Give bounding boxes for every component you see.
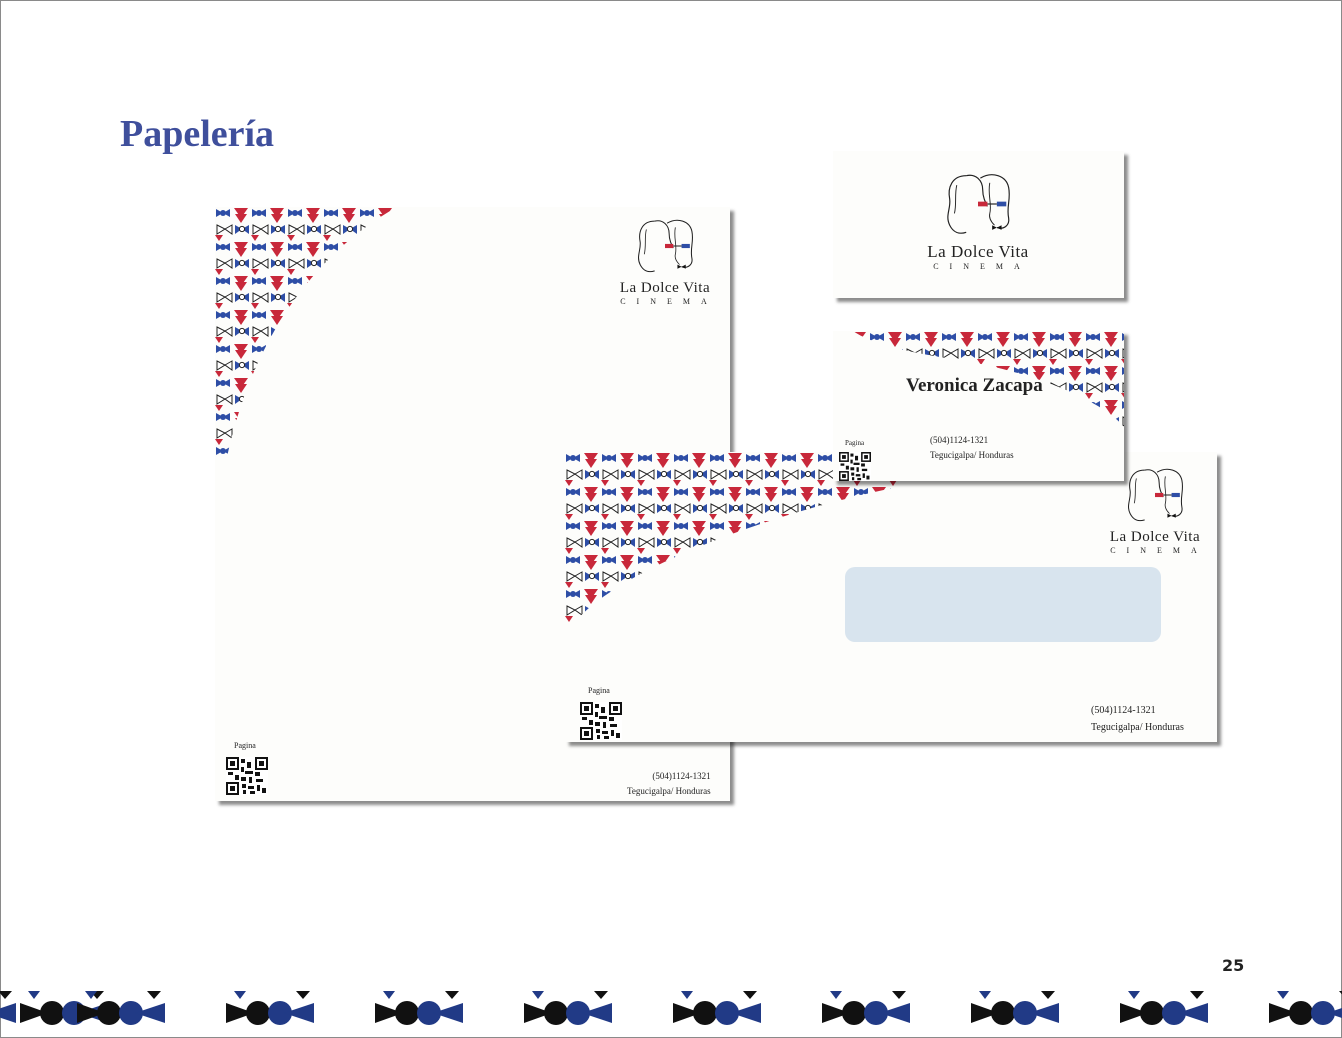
qr-code-icon bbox=[226, 757, 268, 795]
phone-text: (504)1124-1321 bbox=[930, 435, 989, 445]
brand-name: La Dolce Vita bbox=[927, 242, 1029, 261]
brand-name: La Dolce Vita bbox=[619, 280, 711, 296]
business-card-back: Veronica Zacapa Pagina (504)1124-1321 Te… bbox=[833, 331, 1124, 481]
page-number: 25 bbox=[1222, 956, 1245, 975]
qr-code-icon bbox=[839, 452, 871, 481]
qr-code-icon bbox=[580, 702, 622, 740]
envelope-logo: La Dolce Vita CINEMA bbox=[1095, 466, 1215, 555]
brand-tagline: CINEMA bbox=[933, 262, 1031, 271]
city-text: Tegucigalpa/ Honduras bbox=[1091, 722, 1184, 733]
brand-name: La Dolce Vita bbox=[1109, 529, 1201, 545]
bowtie-pattern bbox=[853, 331, 1124, 427]
brand-tagline: CINEMA bbox=[1110, 546, 1208, 555]
city-text: Tegucigalpa/ Honduras bbox=[930, 450, 1014, 460]
letterhead-logo: La Dolce Vita CINEMA bbox=[605, 217, 725, 306]
page-title: Papelería bbox=[120, 113, 275, 155]
footer-bowtie-strip bbox=[0, 991, 1342, 1025]
business-card-front: La Dolce Vita CINEMA bbox=[833, 151, 1124, 298]
card-holder-name: Veronica Zacapa bbox=[906, 375, 1043, 396]
qr-label: Pagina bbox=[234, 741, 256, 750]
qr-label: Pagina bbox=[588, 686, 610, 695]
phone-text: (504)1124-1321 bbox=[1091, 705, 1156, 716]
woman-face-logo-icon bbox=[947, 174, 1010, 234]
bowtie-pattern bbox=[565, 452, 925, 622]
envelope-contact: (504)1124-1321 Tegucigalpa/ Honduras bbox=[1091, 702, 1184, 736]
bowtie-pattern bbox=[215, 207, 397, 457]
phone-text: (504)1124-1321 bbox=[652, 771, 711, 781]
brand-tagline: CINEMA bbox=[620, 297, 718, 306]
qr-label: Pagina bbox=[845, 439, 865, 447]
card-contact: (504)1124-1321 Tegucigalpa/ Honduras bbox=[930, 433, 1014, 463]
city-text: Tegucigalpa/ Honduras bbox=[627, 786, 711, 796]
card-logo: La Dolce Vita CINEMA bbox=[908, 171, 1048, 271]
letterhead-contact: (504)1124-1321 Tegucigalpa/ Honduras bbox=[627, 769, 711, 799]
woman-face-logo-icon bbox=[637, 219, 694, 273]
envelope-window bbox=[845, 567, 1161, 642]
envelope: La Dolce Vita CINEMA Pagina (504)1124-13… bbox=[565, 452, 1217, 742]
woman-face-logo-icon bbox=[1127, 468, 1184, 522]
